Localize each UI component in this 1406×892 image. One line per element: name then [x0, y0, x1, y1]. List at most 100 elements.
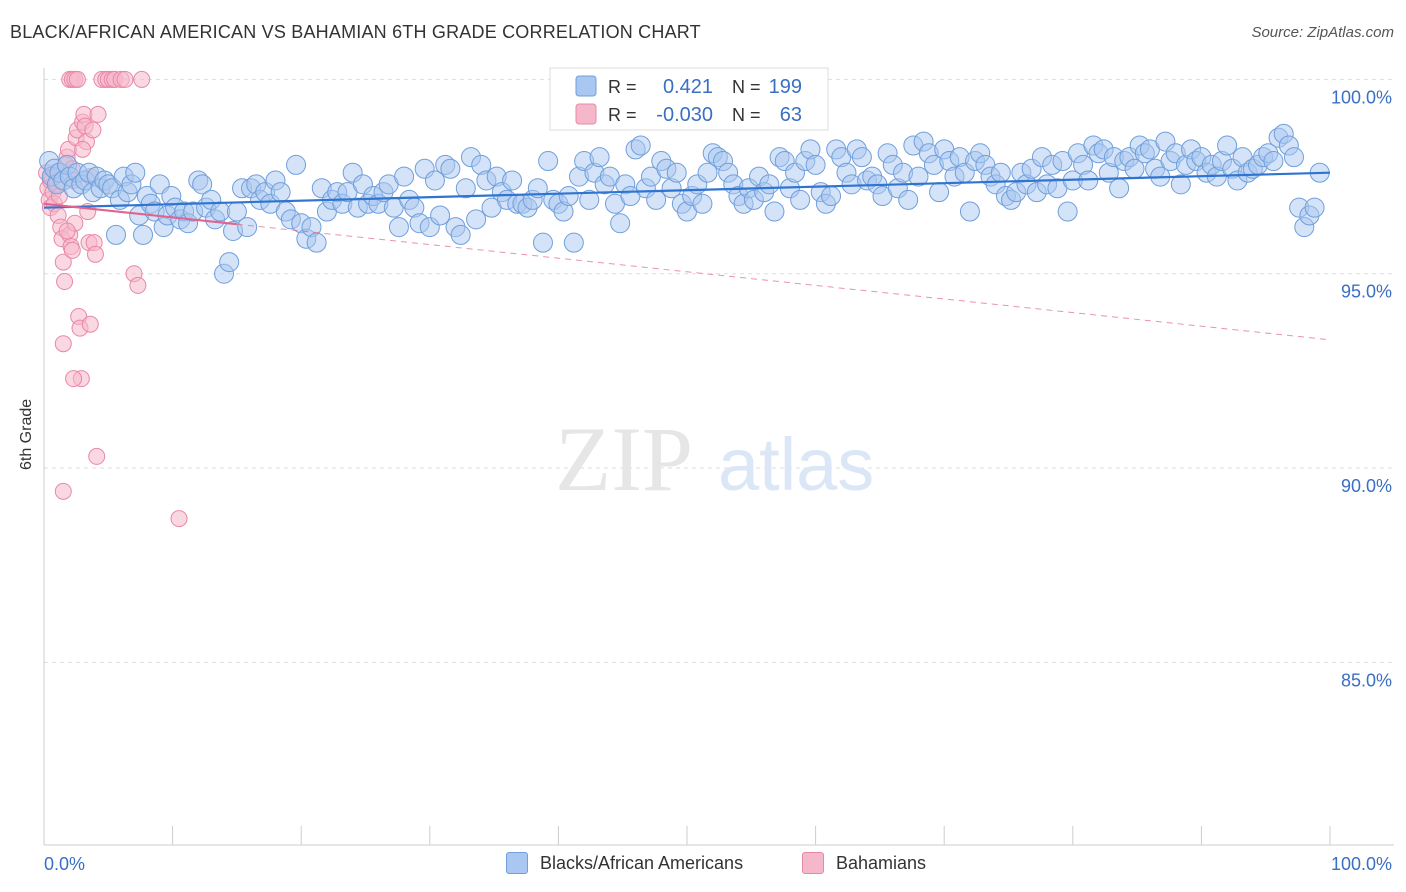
pink-trend-line-dashed: [236, 223, 1331, 341]
bahamian-point: [56, 273, 74, 291]
legend-n-value-2: 63: [780, 104, 802, 126]
correlation-legend: R = 0.421 N = 199 R = -0.030 N = 63: [549, 67, 829, 131]
legend-swatch-pink: [575, 103, 597, 125]
bahamian-point: [54, 335, 72, 353]
black-african-american-point: [697, 162, 718, 183]
black-african-american-point: [692, 193, 713, 214]
bahamian-point: [88, 447, 106, 465]
x-tick-label: 100.0%: [1331, 854, 1392, 874]
y-tick-label: 100.0%: [1331, 87, 1392, 107]
black-african-american-point: [237, 217, 258, 238]
legend-item-blacks: Blacks/African Americans: [506, 852, 743, 874]
black-african-american-point: [1217, 135, 1238, 156]
bahamian-point: [84, 121, 102, 139]
watermark-zip: ZIP: [555, 408, 693, 510]
black-african-american-point: [1263, 151, 1284, 172]
black-african-american-point: [450, 224, 471, 245]
legend-label-bahamians: Bahamians: [836, 852, 927, 873]
black-african-american-point: [430, 205, 451, 226]
black-african-american-point: [759, 174, 780, 195]
black-african-american-point: [1283, 147, 1304, 168]
bahamian-point: [54, 253, 72, 271]
black-african-american-point: [646, 189, 667, 210]
black-african-american-point: [764, 201, 785, 222]
legend-swatch-blacks: [506, 852, 528, 874]
black-african-american-point: [133, 224, 154, 245]
black-african-american-point: [898, 189, 919, 210]
black-african-american-point: [558, 186, 579, 207]
black-african-american-point: [821, 186, 842, 207]
black-african-american-point: [1109, 178, 1130, 199]
black-african-american-point: [563, 232, 584, 253]
black-african-american-point: [805, 154, 826, 175]
legend-swatch-blue: [575, 75, 597, 97]
black-african-american-point: [1304, 197, 1325, 218]
black-african-american-point: [527, 178, 548, 199]
black-african-american-point: [579, 189, 600, 210]
bahamian-point: [89, 105, 107, 123]
watermark-atlas: atlas: [718, 423, 874, 506]
bahamian-point: [170, 510, 188, 528]
series-legend: Blacks/African Americans Bahamians: [0, 852, 1406, 878]
watermark: ZIP atlas: [555, 408, 874, 510]
black-african-american-point: [424, 170, 445, 191]
trend-lines: [43, 171, 1331, 341]
legend-r-value-2: -0.030: [656, 104, 713, 126]
bahamian-point: [54, 482, 72, 500]
legend-r-value-1: 0.421: [663, 76, 713, 98]
black-african-american-point: [270, 182, 291, 203]
black-african-american-point: [538, 151, 559, 172]
black-african-american-point: [610, 213, 631, 234]
y-tick-label: 85.0%: [1341, 670, 1392, 690]
black-african-american-point: [440, 158, 461, 179]
black-african-american-point: [1170, 174, 1191, 195]
black-african-american-point: [106, 224, 127, 245]
y-tick-label: 95.0%: [1341, 282, 1392, 302]
legend-r-label-1: R =: [608, 77, 637, 97]
legend-swatch-bahamians: [802, 852, 824, 874]
bahamian-point: [65, 370, 83, 388]
black-african-american-point: [192, 174, 213, 195]
black-african-american-point: [125, 162, 146, 183]
bahamian-point: [86, 245, 104, 263]
bahamian-points: [38, 70, 188, 528]
bahamian-point: [68, 70, 86, 88]
pink-trend-line-solid: [43, 202, 238, 226]
black-african-american-point: [929, 182, 950, 203]
black-african-american-points: [39, 123, 1330, 284]
black-african-american-point: [466, 209, 487, 230]
black-african-american-point: [306, 232, 327, 253]
chart-title: BLACK/AFRICAN AMERICAN VS BAHAMIAN 6TH G…: [10, 22, 701, 42]
legend-item-bahamians: Bahamians: [802, 852, 926, 874]
black-african-american-point: [589, 147, 610, 168]
tick-labels: 100.0% 95.0% 90.0% 85.0% 0.0% 100.0%: [44, 87, 1392, 874]
black-african-american-point: [502, 170, 523, 191]
black-african-american-point: [990, 162, 1011, 183]
bahamian-point: [63, 241, 81, 259]
black-african-american-point: [851, 147, 872, 168]
legend-n-value-1: 199: [769, 76, 802, 98]
blue-trend-line: [43, 171, 1331, 209]
bahamian-point: [74, 140, 92, 158]
black-african-american-point: [455, 178, 476, 199]
black-african-american-point: [388, 217, 409, 238]
bahamian-point: [81, 315, 99, 333]
legend-r-label-2: R =: [608, 105, 637, 125]
black-african-american-point: [1057, 201, 1078, 222]
black-african-american-point: [666, 162, 687, 183]
black-african-american-point: [532, 232, 553, 253]
bahamian-point: [133, 70, 151, 88]
bahamian-point: [129, 276, 147, 294]
x-tick-label: 0.0%: [44, 854, 85, 874]
legend-label-blacks: Blacks/African Americans: [540, 852, 744, 873]
bahamian-point: [58, 222, 76, 240]
legend-n-label-2: N =: [732, 105, 761, 125]
bahamian-point: [116, 70, 134, 88]
source-attribution: Source: ZipAtlas.com: [1251, 24, 1394, 41]
legend-n-label-1: N =: [732, 77, 761, 97]
black-african-american-point: [790, 189, 811, 210]
black-african-american-point: [210, 201, 231, 222]
black-african-american-point: [908, 166, 929, 187]
black-african-american-point: [219, 252, 240, 273]
